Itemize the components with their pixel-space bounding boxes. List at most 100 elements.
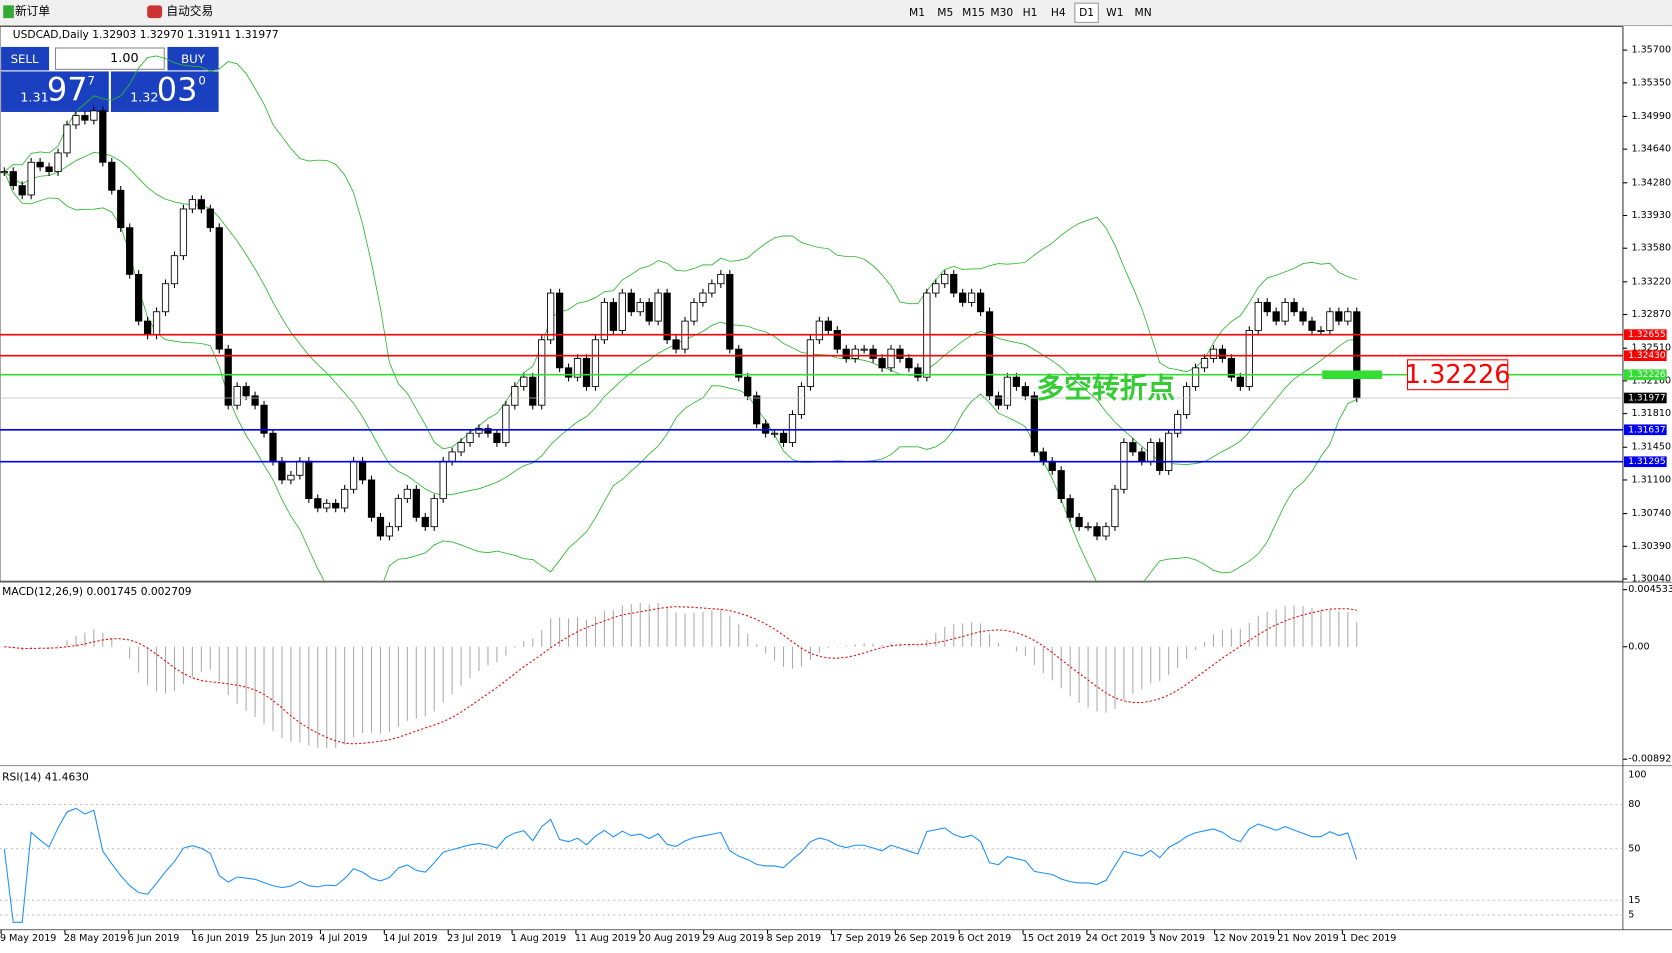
icon[interactable] <box>3 5 14 19</box>
candle <box>305 460 313 500</box>
candle <box>475 428 483 434</box>
candle <box>994 395 1003 406</box>
date-label: 14 Jul 2019 <box>383 933 437 944</box>
candle <box>878 358 886 369</box>
icon[interactable] <box>147 5 163 19</box>
candle <box>1245 330 1253 387</box>
candle <box>788 414 797 443</box>
candle <box>1066 498 1074 518</box>
candle <box>1111 488 1119 528</box>
candle <box>1147 442 1155 462</box>
auto-trading[interactable]: 自动交易 <box>166 4 213 18</box>
bollinger-band <box>4 152 1357 496</box>
price-box <box>1406 359 1509 391</box>
timeframe[interactable]: M15 <box>962 6 985 19</box>
timeframe[interactable]: M30 <box>990 6 1013 19</box>
candle <box>332 502 340 509</box>
timeframe[interactable]: M1 <box>909 6 925 19</box>
candle <box>797 386 806 415</box>
date-label: 21 Nov 2019 <box>1277 933 1338 944</box>
level-tag <box>1623 369 1667 381</box>
candle <box>278 460 286 481</box>
rsi-tick: 15 <box>1628 895 1640 906</box>
timeframe[interactable]: H4 <box>1051 6 1066 19</box>
candle <box>529 376 537 406</box>
bid-box[interactable] <box>1 71 109 112</box>
candle <box>726 273 734 350</box>
candle <box>143 320 152 336</box>
candle <box>179 208 188 257</box>
lots-input[interactable] <box>54 47 165 70</box>
candle <box>896 348 904 359</box>
date-label: 28 May 2019 <box>64 933 126 944</box>
candle <box>815 320 823 341</box>
new-order[interactable]: 新订单 <box>15 4 50 18</box>
candle <box>367 479 376 518</box>
candle <box>1227 358 1236 378</box>
candle <box>1084 526 1092 529</box>
candle <box>188 199 197 210</box>
level-tag <box>1623 456 1667 468</box>
candle <box>27 161 35 196</box>
bid-frac: 7 <box>87 74 94 88</box>
candle <box>1138 451 1146 462</box>
candle <box>1209 348 1218 359</box>
timeframe[interactable]: D1 <box>1079 6 1094 19</box>
candle <box>806 339 815 387</box>
ask-pips: 03 <box>157 71 198 109</box>
level-tag <box>1623 350 1667 362</box>
candle <box>1254 301 1262 331</box>
candle <box>1057 470 1065 500</box>
date-label: 25 Jun 2019 <box>256 933 314 944</box>
candle <box>135 273 143 322</box>
date-label: 15 Oct 2019 <box>1022 933 1081 944</box>
active-timeframe <box>1074 2 1099 23</box>
sell-label[interactable]: SELL <box>11 52 39 66</box>
candle <box>1281 301 1289 322</box>
ask-box[interactable] <box>110 71 219 112</box>
candle <box>609 301 617 331</box>
candle <box>636 301 644 313</box>
timeframe[interactable]: MN <box>1135 6 1152 19</box>
candle <box>314 498 322 509</box>
candle <box>493 432 501 443</box>
candle <box>394 498 403 528</box>
candle <box>215 227 223 350</box>
level-label: 1.31295 <box>1628 457 1665 467</box>
candle <box>126 227 134 275</box>
candle <box>358 460 367 481</box>
candle <box>36 161 44 168</box>
candle <box>654 292 662 322</box>
timeframe[interactable]: W1 <box>1106 6 1123 19</box>
timeframe[interactable]: M5 <box>937 6 953 19</box>
candle <box>1165 432 1173 472</box>
candle <box>976 292 985 313</box>
date-label: 3 Nov 2019 <box>1150 933 1205 944</box>
candle <box>1263 301 1271 313</box>
main-plot <box>0 55 1361 582</box>
buy-label[interactable]: BUY <box>181 52 206 66</box>
candle <box>914 367 922 378</box>
macd-plot <box>4 602 1358 749</box>
candle <box>430 498 438 528</box>
price-label: 1.34640 <box>1631 144 1671 155</box>
candle <box>439 460 447 500</box>
candle <box>72 115 80 126</box>
rsi-tick: 50 <box>1628 843 1640 854</box>
candle <box>1174 414 1182 434</box>
sell-button[interactable] <box>1 46 50 71</box>
candle <box>1156 442 1164 472</box>
timeframe[interactable]: H1 <box>1023 6 1038 19</box>
price-label: 1.32870 <box>1631 309 1671 320</box>
level-tag <box>1623 392 1667 404</box>
lots[interactable]: 1.00 <box>110 51 138 66</box>
candle <box>0 171 8 174</box>
rsi-label: RSI(14) 41.4630 <box>2 770 89 783</box>
candle <box>484 428 492 434</box>
candle <box>385 526 394 537</box>
candle <box>851 348 859 359</box>
candle <box>1093 526 1101 537</box>
candle <box>842 348 850 359</box>
candle <box>761 423 770 434</box>
price-label: 1.32160 <box>1631 375 1671 386</box>
